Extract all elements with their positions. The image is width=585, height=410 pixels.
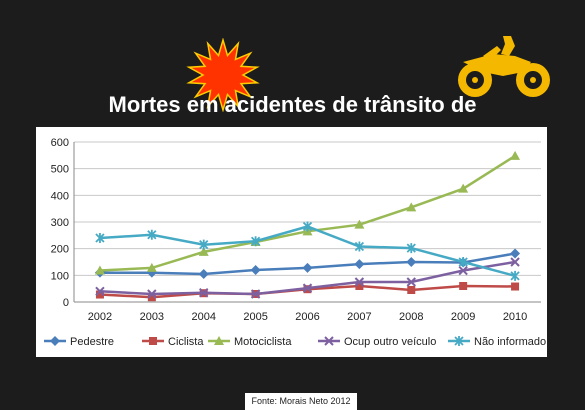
y-tick-label: 600 <box>51 137 69 149</box>
data-point <box>250 289 261 299</box>
data-point <box>146 262 157 272</box>
data-point <box>510 270 520 281</box>
data-point <box>458 265 468 276</box>
data-point <box>354 241 365 252</box>
y-tick-label: 100 <box>51 270 69 282</box>
data-point <box>94 265 105 275</box>
data-point <box>250 265 261 275</box>
x-tick-label: 2009 <box>451 311 475 323</box>
x-tick-label: 2006 <box>295 311 319 323</box>
data-point <box>147 289 157 299</box>
chart-title: Mortes em acidentes de trânsito de <box>108 92 477 117</box>
y-tick-label: 300 <box>51 217 69 229</box>
x-tick-label: 2002 <box>88 311 112 323</box>
y-tick-label: 500 <box>51 164 69 176</box>
source-label: Fonte: Morais Neto 2012 <box>245 393 357 410</box>
x-tick-label: 2003 <box>140 311 164 323</box>
data-point <box>407 286 416 294</box>
data-point <box>510 248 521 259</box>
x-tick-label: 2005 <box>243 311 267 323</box>
data-point <box>510 257 520 267</box>
data-point <box>458 183 469 193</box>
data-point <box>95 286 105 297</box>
y-tick-label: 200 <box>51 244 69 256</box>
legend-marker <box>214 336 224 345</box>
legend-label: Ciclista <box>168 336 204 348</box>
x-tick-label: 2004 <box>191 311 215 323</box>
data-point <box>302 221 313 232</box>
data-point <box>199 287 209 298</box>
motorcycle-icon <box>458 36 550 97</box>
data-point <box>354 259 365 270</box>
x-tick-label: 2007 <box>347 311 371 323</box>
data-point <box>198 246 209 256</box>
data-point <box>510 150 521 160</box>
legend-label: Motociclista <box>234 336 292 348</box>
x-tick-label: 2008 <box>399 311 423 323</box>
explosion-burst-icon <box>186 38 260 112</box>
data-point <box>355 282 364 290</box>
data-point <box>511 282 520 291</box>
legend-marker <box>454 336 464 346</box>
line-chart: 0 100 200 300 400 500 600 2002 2003 2004 2005 2006 2… <box>44 137 546 348</box>
data-point <box>458 257 468 267</box>
legend-marker <box>50 336 60 346</box>
data-point <box>250 236 261 247</box>
data-point <box>302 262 313 273</box>
legend-label: Ocup outro veículo <box>344 336 436 348</box>
legend-marker <box>149 337 157 345</box>
legend-marker <box>324 336 334 346</box>
data-point <box>198 269 209 279</box>
data-point <box>199 239 209 250</box>
data-point <box>354 219 365 229</box>
data-point <box>459 282 468 290</box>
data-point <box>406 257 417 267</box>
y-tick-label: 0 <box>63 297 69 309</box>
series-line-2 <box>99 154 516 272</box>
data-point <box>406 243 416 254</box>
data-point <box>354 277 365 287</box>
legend-label: Não informado <box>474 336 546 348</box>
data-point <box>95 290 104 299</box>
data-point <box>95 233 105 243</box>
y-tick-label: 400 <box>51 190 69 202</box>
data-point <box>302 283 313 293</box>
data-point <box>406 202 417 212</box>
data-point <box>147 229 157 240</box>
chart-panel: 0 100 200 300 400 500 600 2002 2003 2004 2005 2006 2… <box>36 127 547 357</box>
data-point <box>147 293 156 302</box>
x-tick-label: 2010 <box>503 311 527 323</box>
data-point <box>406 277 416 287</box>
legend-label: Pedestre <box>70 336 114 348</box>
